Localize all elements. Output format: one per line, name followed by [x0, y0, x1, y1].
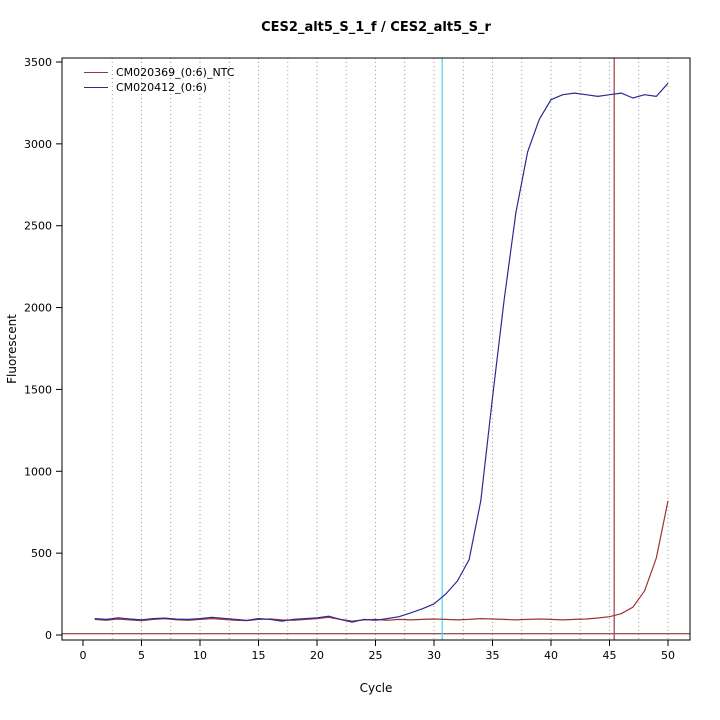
y-tick-label: 2500 [24, 220, 52, 233]
legend: CM020369_(0:6)_NTC CM020412_(0:6) [84, 66, 234, 94]
y-tick-label: 3500 [24, 56, 52, 69]
legend-item: CM020412_(0:6) [84, 81, 234, 94]
x-tick-label: 25 [369, 649, 383, 662]
series-line [94, 500, 669, 622]
x-tick-label: 10 [193, 649, 207, 662]
y-tick-label: 2000 [24, 302, 52, 315]
legend-label: CM020369_(0:6)_NTC [116, 66, 235, 79]
x-tick-label: 45 [603, 649, 617, 662]
plot-border [61, 57, 691, 641]
x-tick-label: 0 [80, 649, 87, 662]
x-tick-label: 15 [252, 649, 266, 662]
legend-line-sample [84, 72, 108, 73]
x-tick-label: 30 [427, 649, 441, 662]
y-tick-label: 1000 [24, 465, 52, 478]
legend-item: CM020369_(0:6)_NTC [84, 66, 234, 79]
legend-line-sample [84, 87, 108, 88]
x-tick-label: 35 [486, 649, 500, 662]
y-tick-label: 0 [45, 629, 52, 642]
y-tick-label: 500 [31, 547, 52, 560]
x-tick-label: 50 [661, 649, 675, 662]
x-tick-label: 40 [544, 649, 558, 662]
y-axis-label: Fluorescent [5, 314, 19, 384]
x-tick-label: 5 [138, 649, 145, 662]
x-tick-label: 20 [310, 649, 324, 662]
legend-label: CM020412_(0:6) [116, 81, 207, 94]
x-axis-label: Cycle [360, 681, 393, 695]
series-line [94, 82, 669, 623]
chart-title: CES2_alt5_S_1_f / CES2_alt5_S_r [261, 20, 491, 35]
y-tick-label: 3000 [24, 138, 52, 151]
y-tick-label: 1500 [24, 383, 52, 396]
